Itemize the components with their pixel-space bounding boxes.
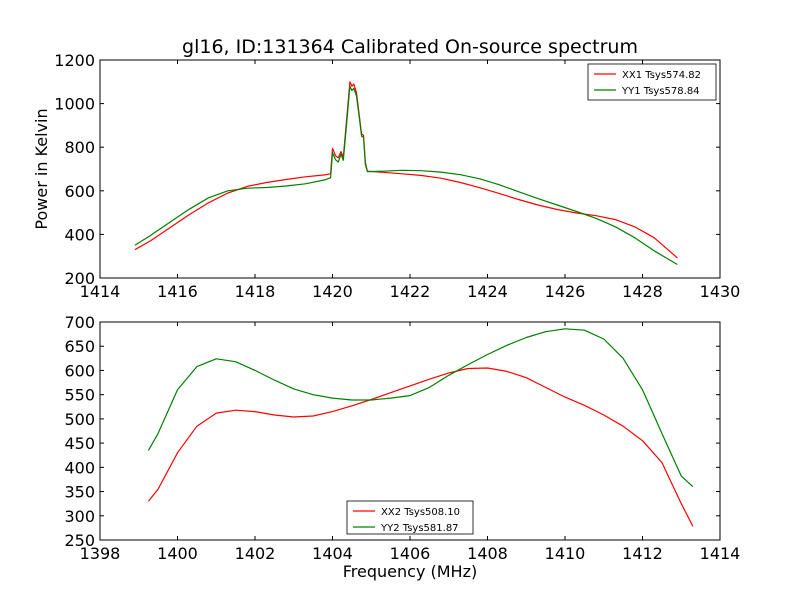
y-tick-label: 400 — [64, 225, 95, 244]
x-tick-label: 1398 — [80, 544, 121, 563]
x-tick-label: 1402 — [235, 544, 276, 563]
x-tick-label: 1406 — [390, 544, 431, 563]
y-tick-label: 650 — [64, 337, 95, 356]
legend-box — [346, 500, 474, 535]
x-tick-label: 1418 — [235, 282, 276, 301]
y-tick-label: 300 — [64, 507, 95, 526]
legend-label: YY1 Tsys578.84 — [621, 86, 700, 97]
y-tick-label: 550 — [64, 386, 95, 405]
x-tick-label: 1400 — [157, 544, 198, 563]
series-line-2 — [147, 328, 694, 488]
x-tick-label: 1404 — [312, 544, 353, 563]
y-tick-label: 600 — [64, 361, 95, 380]
legend: XX2 Tsys508.10 YY2 Tsys581.87 — [346, 500, 474, 535]
y-tick-label: 500 — [64, 410, 95, 429]
series-line-1 — [134, 81, 678, 259]
y-axis-label: Power in Kelvin — [32, 108, 51, 229]
y-tick-label: 600 — [64, 182, 95, 201]
legend: XX1 Tsys574.82 YY1 Tsys578.84 — [587, 63, 717, 101]
x-tick-label: 1426 — [545, 282, 586, 301]
x-tick-label: 1424 — [467, 282, 508, 301]
series-line-1 — [147, 367, 694, 527]
y-tick-label: 250 — [64, 531, 95, 550]
legend-box — [587, 63, 717, 101]
x-tick-label: 1430 — [700, 282, 741, 301]
y-tick-label: 350 — [64, 483, 95, 502]
x-tick-label: 1420 — [312, 282, 353, 301]
series-line-2 — [134, 85, 678, 266]
legend-label: XX1 Tsys574.82 — [622, 70, 701, 81]
y-tick-label: 700 — [64, 313, 95, 332]
top-spectrum-panel: 1414 1416 1418 1420 1422 1424 1426 1428 1430 200 4… — [54, 51, 740, 301]
x-tick-label: 1416 — [157, 282, 198, 301]
y-tick-label: 450 — [64, 434, 95, 453]
y-tick-label: 200 — [64, 269, 95, 288]
x-tick-label: 1414 — [700, 544, 741, 563]
legend-label: XX2 Tsys508.10 — [381, 507, 460, 518]
x-tick-label: 1428 — [622, 282, 663, 301]
y-tick-label: 1000 — [54, 95, 95, 114]
figure-title: gl16, ID:131364 Calibrated On-source spe… — [182, 36, 638, 58]
legend-label: YY2 Tsys581.87 — [380, 523, 459, 534]
y-tick-label: 800 — [64, 138, 95, 157]
y-tick-label: 400 — [64, 458, 95, 477]
x-axis-label: Frequency (MHz) — [343, 562, 477, 581]
x-tick-label: 1412 — [622, 544, 663, 563]
x-tick-label: 1414 — [80, 282, 121, 301]
y-tick-label: 1200 — [54, 51, 95, 70]
x-tick-label: 1408 — [467, 544, 508, 563]
x-tick-label: 1422 — [390, 282, 431, 301]
bottom-spectrum-panel: 1398 1400 1402 1404 1406 1408 1410 1412 1414 250 3… — [64, 313, 740, 563]
x-tick-label: 1410 — [545, 544, 586, 563]
